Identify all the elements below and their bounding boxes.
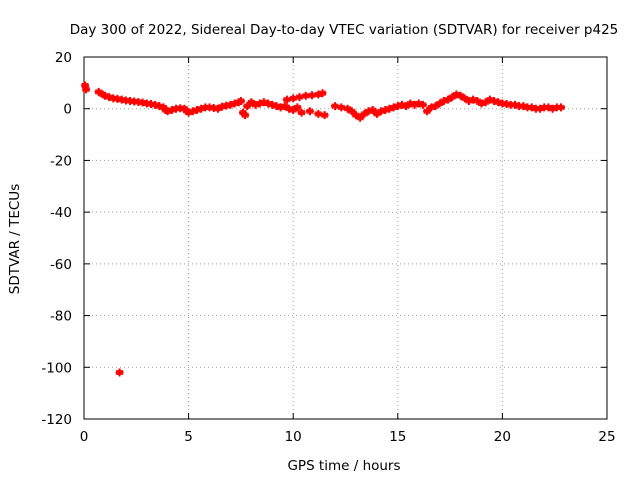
- data-point: [372, 109, 381, 118]
- data-point: [247, 98, 256, 107]
- data-point: [236, 96, 245, 105]
- data-point: [82, 85, 91, 94]
- data-point: [94, 87, 103, 96]
- data-point: [402, 102, 411, 111]
- data-point: [305, 107, 314, 116]
- y-tick-label: -100: [41, 360, 72, 376]
- y-tick-label: 20: [55, 50, 72, 66]
- x-tick-label: 10: [285, 429, 302, 445]
- data-point: [368, 106, 377, 115]
- data-point: [431, 102, 440, 111]
- data-point: [460, 94, 469, 103]
- data-point: [289, 106, 298, 115]
- chart-title: Day 300 of 2022, Sidereal Day-to-day VTE…: [70, 22, 619, 38]
- y-tick-label: -20: [50, 153, 72, 169]
- data-point: [289, 94, 298, 103]
- data-point: [423, 107, 432, 116]
- y-tick-label: -120: [41, 412, 72, 428]
- data-point: [318, 89, 327, 98]
- data-point: [337, 103, 346, 112]
- data-point: [481, 98, 490, 107]
- data-point: [115, 368, 124, 377]
- y-axis-label: SDTVAR / TECUs: [7, 184, 23, 294]
- data-point: [282, 95, 291, 104]
- data-point: [418, 100, 427, 109]
- x-tick-label: 25: [598, 429, 615, 445]
- x-tick-label: 0: [80, 429, 89, 445]
- data-point: [556, 103, 565, 112]
- data-point: [448, 93, 457, 102]
- data-point: [435, 99, 444, 108]
- x-axis-label: GPS time / hours: [287, 458, 400, 474]
- data-point: [356, 113, 365, 122]
- data-point: [241, 111, 250, 120]
- data-point: [331, 102, 340, 111]
- data-point: [351, 111, 360, 120]
- y-tick-label: 0: [63, 102, 72, 118]
- x-tick-label: 15: [389, 429, 406, 445]
- data-point: [320, 111, 329, 120]
- tick-labels: 0 5 10 15 20 25 20 0 -20 -40 -60 -80 -100 -120: [41, 50, 615, 445]
- data-point: [456, 91, 465, 100]
- y-tick-label: -80: [50, 309, 72, 325]
- y-tick-label: -40: [50, 205, 72, 221]
- data-point: [444, 95, 453, 104]
- data-point: [295, 93, 304, 102]
- x-tick-label: 5: [184, 429, 193, 445]
- data-point: [293, 103, 302, 112]
- x-tick-label: 20: [494, 429, 511, 445]
- plot-frame: [83, 56, 608, 420]
- y-tick-label: -60: [50, 257, 72, 273]
- data-point: [297, 108, 306, 117]
- data-point: [243, 102, 252, 111]
- data-point: [360, 109, 369, 118]
- data-points: [81, 81, 565, 377]
- data-point: [343, 104, 352, 113]
- data-point: [314, 109, 323, 118]
- axis-ticks: [83, 56, 608, 420]
- data-point: [473, 96, 482, 105]
- data-point: [280, 102, 289, 111]
- data-point: [347, 107, 356, 116]
- grid-lines: [84, 57, 607, 419]
